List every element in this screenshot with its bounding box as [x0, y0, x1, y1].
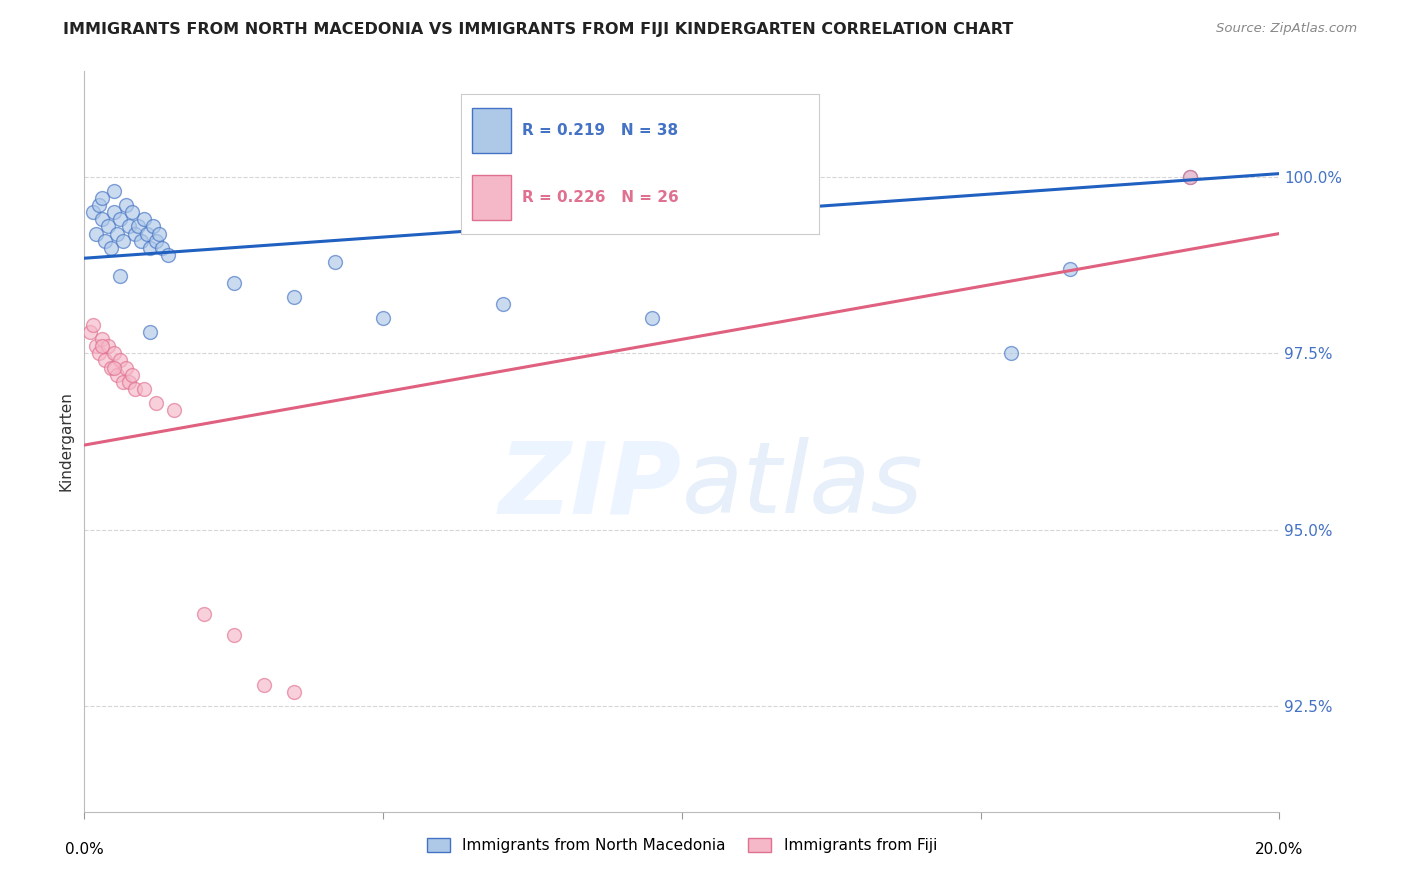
Text: IMMIGRANTS FROM NORTH MACEDONIA VS IMMIGRANTS FROM FIJI KINDERGARTEN CORRELATION: IMMIGRANTS FROM NORTH MACEDONIA VS IMMIG…	[63, 22, 1014, 37]
Point	[132, 382, 156, 396]
Point	[142, 219, 165, 234]
Point	[105, 227, 128, 241]
Point	[110, 212, 132, 227]
Point	[127, 219, 149, 234]
Point	[1178, 170, 1201, 185]
Point	[103, 184, 125, 198]
Point	[132, 212, 156, 227]
Point	[492, 297, 515, 311]
Point	[86, 339, 108, 353]
Point	[118, 219, 141, 234]
Point	[112, 375, 135, 389]
Text: atlas: atlas	[682, 437, 924, 534]
Point	[97, 339, 120, 353]
Point	[139, 325, 162, 339]
Point	[253, 678, 276, 692]
Point	[121, 205, 143, 219]
Point	[222, 628, 245, 642]
Point	[118, 375, 141, 389]
Point	[91, 339, 114, 353]
Point	[193, 607, 215, 622]
Point	[105, 368, 128, 382]
Point	[79, 325, 101, 339]
Text: 20.0%: 20.0%	[1256, 842, 1303, 857]
Point	[82, 205, 104, 219]
Legend: Immigrants from North Macedonia, Immigrants from Fiji: Immigrants from North Macedonia, Immigra…	[420, 832, 943, 860]
Point	[82, 318, 104, 333]
Point	[112, 234, 135, 248]
Point	[145, 396, 167, 410]
Point	[86, 227, 108, 241]
Point	[89, 346, 111, 360]
Point	[283, 685, 305, 699]
Point	[91, 212, 114, 227]
Point	[641, 311, 664, 326]
Point	[325, 254, 347, 268]
Point	[139, 241, 162, 255]
Point	[94, 234, 117, 248]
Point	[115, 198, 138, 212]
Point	[124, 382, 146, 396]
Point	[103, 360, 125, 375]
Point	[115, 360, 138, 375]
Point	[103, 205, 125, 219]
Point	[1059, 261, 1081, 276]
Point	[145, 234, 167, 248]
Point	[1178, 170, 1201, 185]
Point	[373, 311, 395, 326]
Point	[91, 332, 114, 346]
Point	[163, 402, 186, 417]
Point	[1000, 346, 1022, 360]
Point	[110, 268, 132, 283]
Text: 0.0%: 0.0%	[65, 842, 104, 857]
Point	[110, 353, 132, 368]
Text: ZIP: ZIP	[499, 437, 682, 534]
Point	[283, 290, 305, 304]
Point	[91, 191, 114, 205]
Point	[129, 234, 152, 248]
Text: Source: ZipAtlas.com: Source: ZipAtlas.com	[1216, 22, 1357, 36]
Point	[94, 353, 117, 368]
Y-axis label: Kindergarten: Kindergarten	[58, 392, 73, 491]
Point	[148, 227, 170, 241]
Point	[136, 227, 159, 241]
Point	[103, 346, 125, 360]
Point	[150, 241, 173, 255]
Point	[97, 219, 120, 234]
Point	[89, 198, 111, 212]
Point	[124, 227, 146, 241]
Point	[121, 368, 143, 382]
Point	[100, 360, 122, 375]
Point	[157, 248, 180, 262]
Point	[222, 276, 245, 290]
Point	[100, 241, 122, 255]
